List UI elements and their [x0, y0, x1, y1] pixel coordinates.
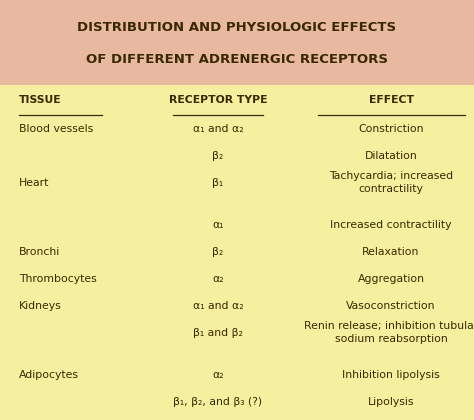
Text: β₂: β₂ [212, 150, 224, 160]
Text: OF DIFFERENT ADRENERGIC RECEPTORS: OF DIFFERENT ADRENERGIC RECEPTORS [86, 53, 388, 66]
Text: Tachycardia; increased
contractility: Tachycardia; increased contractility [329, 171, 453, 194]
Text: Bronchi: Bronchi [19, 247, 60, 257]
Text: Aggregation: Aggregation [357, 273, 425, 284]
Text: Relaxation: Relaxation [362, 247, 420, 257]
Text: Blood vessels: Blood vessels [19, 123, 93, 134]
Text: β₁: β₁ [212, 178, 224, 188]
Text: α₁: α₁ [212, 220, 224, 230]
Text: Renin release; inhibition tubular
sodium reabsorption: Renin release; inhibition tubular sodium… [304, 321, 474, 344]
Text: Adipocytes: Adipocytes [19, 370, 79, 380]
Text: α₁ and α₂: α₁ and α₂ [193, 301, 243, 310]
Text: RECEPTOR TYPE: RECEPTOR TYPE [169, 95, 267, 105]
Text: α₁ and α₂: α₁ and α₂ [193, 123, 243, 134]
Text: β₁ and β₂: β₁ and β₂ [193, 328, 243, 338]
Text: Lipolysis: Lipolysis [368, 396, 414, 407]
Text: TISSUE: TISSUE [19, 95, 62, 105]
Text: Constriction: Constriction [358, 123, 424, 134]
Text: DISTRIBUTION AND PHYSIOLOGIC EFFECTS: DISTRIBUTION AND PHYSIOLOGIC EFFECTS [77, 21, 397, 34]
Text: β₁, β₂, and β₃ (?): β₁, β₂, and β₃ (?) [173, 396, 263, 407]
Text: Kidneys: Kidneys [19, 301, 62, 310]
Text: Vasoconstriction: Vasoconstriction [346, 301, 436, 310]
Text: α₂: α₂ [212, 370, 224, 380]
Text: Dilatation: Dilatation [365, 150, 418, 160]
Text: EFFECT: EFFECT [369, 95, 413, 105]
Text: Increased contractility: Increased contractility [330, 220, 452, 230]
Text: β₂: β₂ [212, 247, 224, 257]
Text: α₂: α₂ [212, 273, 224, 284]
Text: Inhibition lipolysis: Inhibition lipolysis [342, 370, 440, 380]
Text: Thrombocytes: Thrombocytes [19, 273, 97, 284]
Text: Heart: Heart [19, 178, 49, 188]
